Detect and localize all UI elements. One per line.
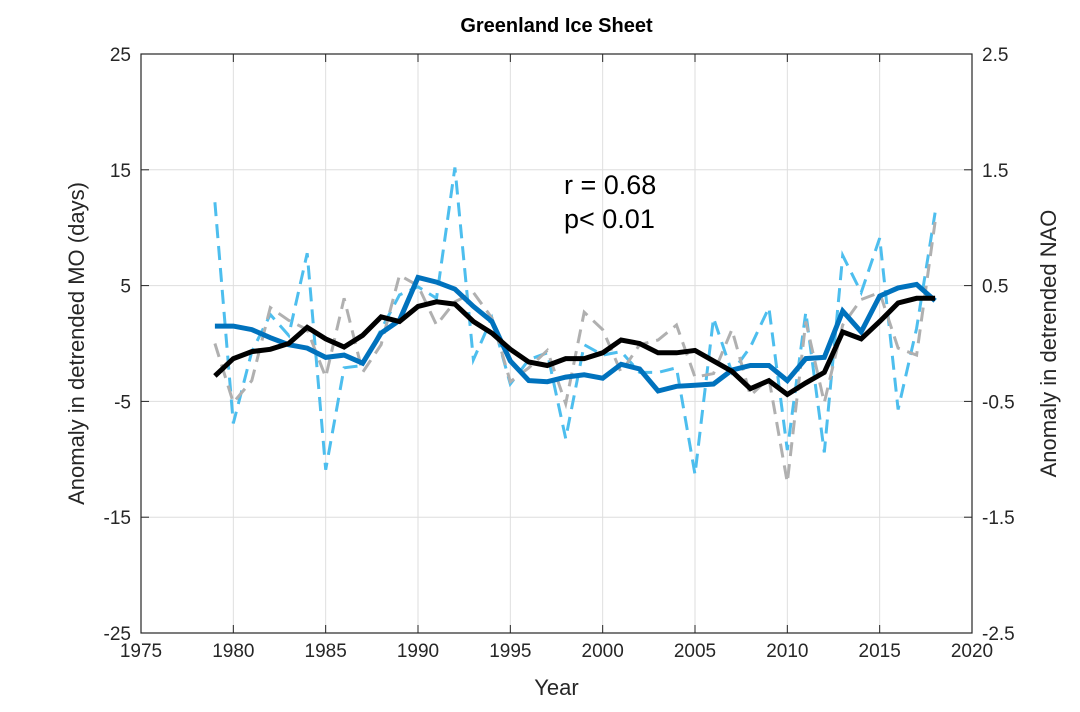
y-tick-label-left: 25	[110, 45, 131, 66]
series-layer	[213, 167, 937, 483]
y-tick-label-left: 5	[120, 277, 131, 298]
plot-frame	[140, 53, 973, 634]
y-tick-label-left: -25	[104, 624, 131, 645]
ticks: 1975 1980 1985 1990 1995 2000 2005 2010 2015 2020…	[104, 45, 1015, 662]
x-tick-label: 2020	[951, 641, 993, 662]
y-tick-label-right: -2.5	[982, 624, 1015, 645]
x-tick-label: 2000	[582, 641, 624, 662]
annotation-r: r = 0.68	[564, 170, 656, 200]
y-tick-label-left: -5	[114, 392, 131, 413]
y-axis-label-left: Anomaly in detrended MO (days)	[64, 182, 89, 505]
x-tick-label: 2010	[766, 641, 808, 662]
x-tick-label: 1980	[212, 641, 254, 662]
series-line-mo-detrended-smoothed	[214, 274, 937, 394]
y-tick-label-right: -0.5	[982, 392, 1015, 413]
series-line-nao-detrended-smoothed	[213, 295, 936, 398]
x-tick-label: 1990	[397, 641, 439, 662]
y-tick-label-right: -1.5	[982, 508, 1015, 529]
x-axis-label: Year	[534, 675, 578, 700]
y-tick-label-left: 15	[110, 161, 131, 182]
x-tick-label: 1975	[120, 641, 162, 662]
y-tick-label-right: 2.5	[982, 45, 1008, 66]
y-tick-label-right: 0.5	[982, 277, 1008, 298]
y-axis-label-right: Anomaly in detrended NAO	[1036, 210, 1061, 478]
x-tick-label: 1995	[489, 641, 531, 662]
x-tick-label: 1985	[305, 641, 347, 662]
x-tick-label: 2005	[674, 641, 716, 662]
y-tick-label-right: 1.5	[982, 161, 1008, 182]
x-tick-label: 2015	[859, 641, 901, 662]
annotation-p: p< 0.01	[564, 204, 655, 234]
y-tick-label-left: -15	[104, 508, 131, 529]
chart-title: Greenland Ice Sheet	[460, 15, 653, 37]
grid	[140, 53, 973, 634]
